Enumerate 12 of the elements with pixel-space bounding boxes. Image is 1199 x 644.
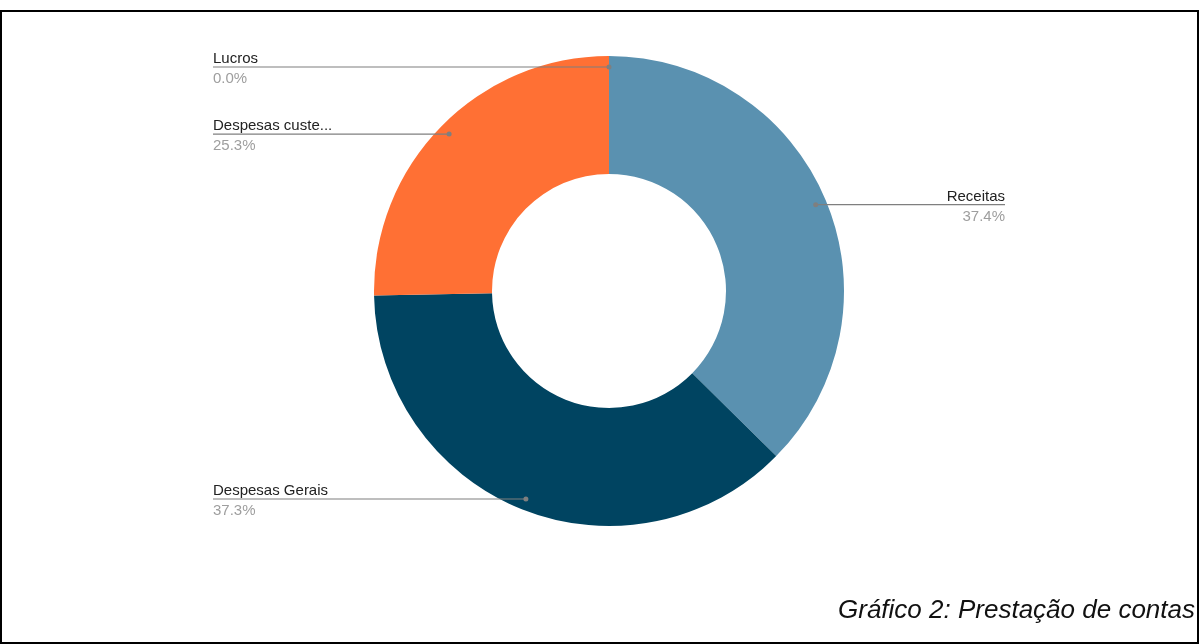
text: Gráfico 2: Prestação de contas xyxy=(838,594,1195,624)
data-label: 25.3% xyxy=(213,136,256,154)
data-label: 37.3% xyxy=(213,501,256,519)
donut-slice xyxy=(609,56,844,457)
slice-label: Despesas Gerais xyxy=(213,481,329,499)
donut-slice xyxy=(374,293,777,526)
slice-label: Receitas xyxy=(946,186,1005,204)
slice-label: Despesas custe... xyxy=(213,116,333,134)
category-label: Lucros xyxy=(213,49,259,66)
text: 0.0% xyxy=(213,69,248,86)
data-label: 37.4% xyxy=(962,206,1005,224)
donut-slice xyxy=(374,56,609,296)
